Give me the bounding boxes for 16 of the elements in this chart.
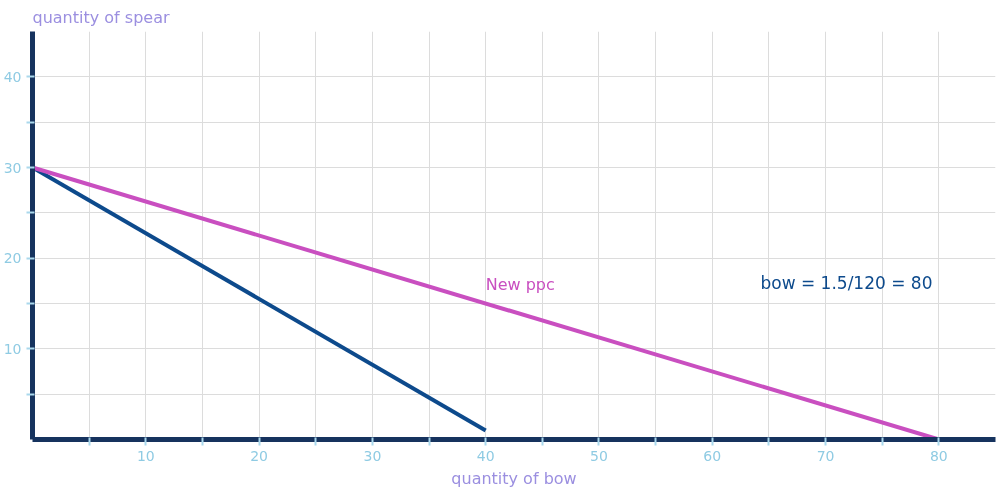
x-tick-label: 80	[929, 447, 948, 464]
x-tick-label: 40	[476, 447, 495, 464]
y-tick-label: 40	[3, 68, 22, 85]
y-axis-title: quantity of spear	[32, 7, 170, 27]
x-tick-label: 70	[816, 447, 835, 464]
series-label: New ppc	[485, 274, 555, 294]
annotation: bow = 1.5/120 = 80	[760, 272, 933, 293]
y-tick-label: 10	[3, 340, 22, 357]
x-tick-label: 10	[136, 447, 155, 464]
x-tick-label: 50	[590, 447, 608, 464]
y-tick-label: 20	[3, 250, 22, 267]
x-tick-label: 20	[250, 447, 269, 464]
x-tick-label: 30	[363, 447, 382, 464]
y-tick-label: 30	[3, 159, 22, 176]
x-axis-title: quantity of bow	[451, 468, 577, 488]
x-tick-label: 60	[703, 447, 722, 464]
